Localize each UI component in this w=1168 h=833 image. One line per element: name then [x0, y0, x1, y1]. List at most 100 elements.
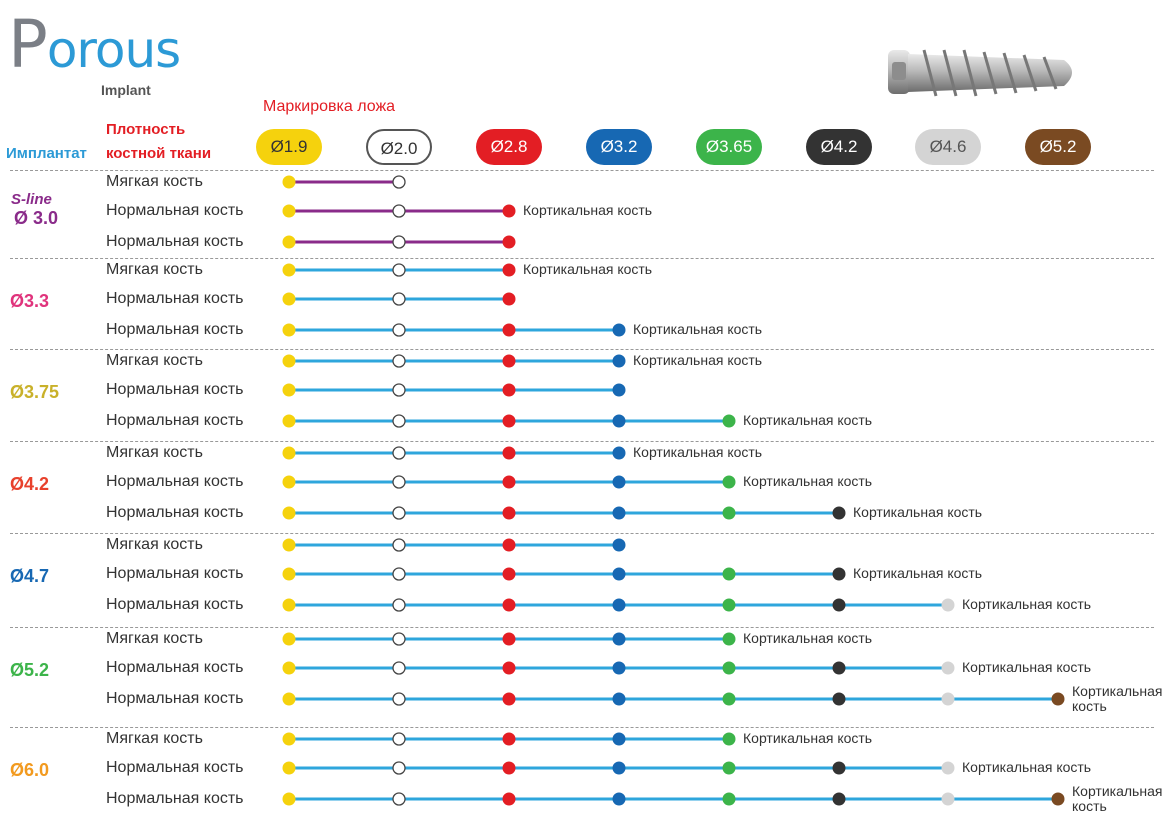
- drill-step-dot: [832, 661, 846, 675]
- drill-step-dot: [722, 632, 736, 646]
- drill-step-dot: [612, 414, 626, 428]
- drill-step-dot: [282, 292, 296, 306]
- drill-step-dot: [392, 792, 406, 806]
- drill-step-dot: [392, 692, 406, 706]
- bone-density-label: Нормальная кость: [106, 473, 244, 490]
- cortical-bone-note-line2: кость: [1072, 698, 1107, 714]
- drill-step-dot: [1051, 792, 1065, 806]
- drill-step-dot: [722, 506, 736, 520]
- drill-pill-1: Ø1.9: [256, 129, 322, 165]
- drill-step-dot: [502, 263, 516, 277]
- group-separator: [10, 441, 1154, 442]
- drill-step-dot: [941, 692, 955, 706]
- drill-step-dot: [612, 567, 626, 581]
- bone-density-label: Мягкая кость: [106, 730, 203, 747]
- drill-step-dot: [282, 732, 296, 746]
- drill-step-dot: [832, 567, 846, 581]
- drill-step-dot: [282, 632, 296, 646]
- cortical-bone-note-line2: кость: [1072, 798, 1107, 814]
- drill-step-dot: [612, 761, 626, 775]
- drill-step-dot: [392, 632, 406, 646]
- cortical-bone-note: Кортикальная кость: [853, 565, 983, 581]
- drill-step-dot: [282, 414, 296, 428]
- drill-step-dot: [392, 292, 406, 306]
- drill-pill-5: Ø3.65: [696, 129, 762, 165]
- drill-step-dot: [392, 354, 406, 368]
- cortical-bone-note: Кортикальная кость: [743, 630, 873, 646]
- cortical-bone-note: Кортикальная кость: [853, 504, 983, 520]
- drill-step-dot: [612, 732, 626, 746]
- drill-step-dot: [282, 792, 296, 806]
- drill-step-dot: [832, 792, 846, 806]
- drill-step-dot: [502, 598, 516, 612]
- drill-step-dot: [722, 732, 736, 746]
- cortical-bone-note: Кортикальная кость: [743, 473, 873, 489]
- group-separator: [10, 627, 1154, 628]
- header-bone-density-line1: Плотность: [106, 121, 186, 138]
- bone-density-label: Нормальная кость: [106, 202, 244, 219]
- bone-density-label: Нормальная кость: [106, 790, 244, 807]
- cortical-bone-note-line1: Кортикальная: [1072, 783, 1163, 799]
- bone-density-label: Нормальная кость: [106, 381, 244, 398]
- drill-step-dot: [392, 175, 406, 189]
- drill-step-dot: [392, 235, 406, 249]
- drill-step-dot: [502, 661, 516, 675]
- bone-density-label: Мягкая кость: [106, 536, 203, 553]
- drill-step-dot: [832, 761, 846, 775]
- group-separator: [10, 349, 1154, 350]
- brand-name-first-letter: P: [8, 6, 48, 83]
- drill-step-dot: [392, 761, 406, 775]
- implant-diameter-label: Ø4.2: [10, 474, 50, 494]
- drill-step-dot: [941, 598, 955, 612]
- drill-step-dot: [282, 175, 296, 189]
- drill-step-dot: [502, 323, 516, 337]
- drill-pill-4: Ø3.2: [586, 129, 652, 165]
- drill-step-dot: [392, 567, 406, 581]
- drill-step-dot: [392, 598, 406, 612]
- bone-density-label: Нормальная кость: [106, 233, 244, 250]
- drill-step-dot: [502, 506, 516, 520]
- drill-step-dot: [612, 792, 626, 806]
- drill-step-dot: [941, 661, 955, 675]
- drill-step-dot: [832, 506, 846, 520]
- drill-step-dot: [502, 354, 516, 368]
- implant-illustration: [888, 49, 1072, 97]
- implant-diameter-label: Ø3.75: [10, 382, 60, 402]
- drill-step-dot: [282, 323, 296, 337]
- bone-density-label: Мягкая кость: [106, 352, 203, 369]
- bone-density-label: Нормальная кость: [106, 659, 244, 676]
- brand-name: Porous: [8, 10, 181, 85]
- drill-step-dot: [612, 692, 626, 706]
- bone-density-label: Нормальная кость: [106, 290, 244, 307]
- drill-pill-8: Ø5.2: [1025, 129, 1091, 165]
- implant-diameter-label: Ø5.2: [10, 660, 50, 680]
- drill-step-dot: [502, 632, 516, 646]
- drill-step-dot: [502, 414, 516, 428]
- cortical-bone-note: Кортикальная кость: [962, 659, 1092, 675]
- drill-step-dot: [502, 235, 516, 249]
- brand-subtitle: Implant: [101, 82, 151, 98]
- bone-density-label: Мягкая кость: [106, 173, 203, 190]
- cortical-bone-note: Кортикальная кость: [962, 596, 1092, 612]
- drill-step-dot: [722, 414, 736, 428]
- drill-step-dot: [282, 598, 296, 612]
- drill-step-dot: [502, 692, 516, 706]
- header-bone-density: Плотность костной ткани: [106, 118, 211, 166]
- bone-density-label: Нормальная кость: [106, 412, 244, 429]
- drill-step-dot: [502, 538, 516, 552]
- drill-step-dot: [282, 235, 296, 249]
- drill-step-dot: [502, 475, 516, 489]
- bone-density-label: Нормальная кость: [106, 504, 244, 521]
- drill-step-dot: [392, 475, 406, 489]
- drill-step-dot: [392, 263, 406, 277]
- drill-step-dot: [282, 567, 296, 581]
- drill-step-dot: [612, 538, 626, 552]
- drill-step-dot: [282, 446, 296, 460]
- group-separator: [10, 727, 1154, 728]
- drill-step-dot: [282, 383, 296, 397]
- bone-density-label: Мягкая кость: [106, 630, 203, 647]
- implant-diameter-label: Ø 3.0: [14, 208, 59, 228]
- drill-step-dot: [941, 761, 955, 775]
- cortical-bone-note-wrapped: Кортикальная кость: [1072, 784, 1162, 814]
- drill-step-dot: [392, 661, 406, 675]
